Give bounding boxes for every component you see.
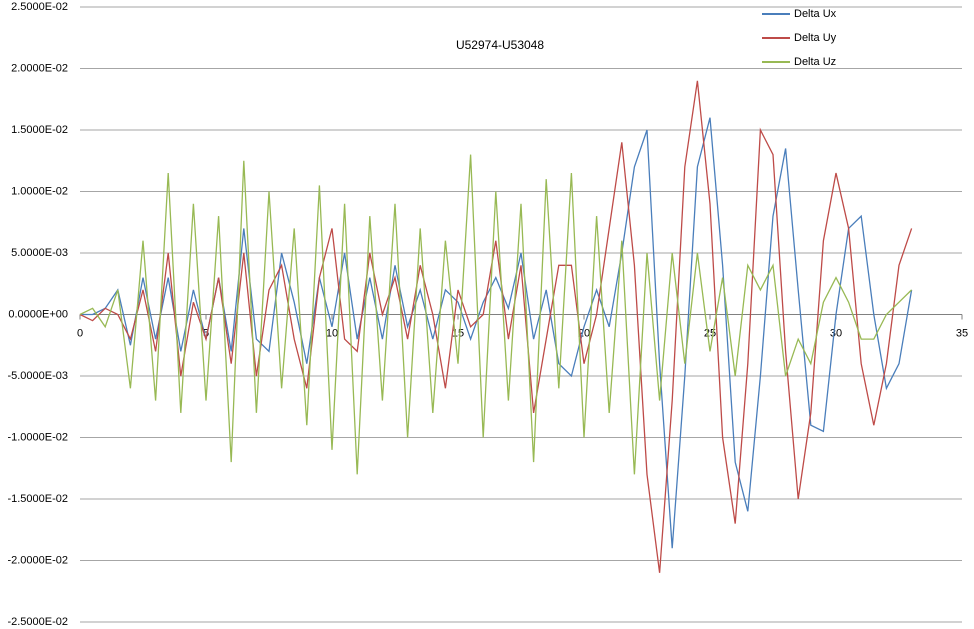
chart-title: U52974-U53048 bbox=[456, 38, 544, 52]
data-line bbox=[79, 80, 913, 573]
data-line bbox=[79, 154, 913, 475]
y-tick-label: -2.0000E-02 bbox=[7, 554, 68, 566]
y-tick-label: 1.5000E-02 bbox=[11, 124, 68, 136]
x-tick-label: 35 bbox=[956, 327, 968, 339]
y-tick-label: -1.5000E-02 bbox=[7, 493, 68, 505]
x-tick-label: 5 bbox=[203, 327, 209, 339]
legend-label: Delta Ux bbox=[794, 8, 837, 20]
y-tick-label: -2.5000E-02 bbox=[7, 616, 68, 628]
x-tick-label: 30 bbox=[830, 327, 842, 339]
y-tick-label: -5.0000E-03 bbox=[7, 370, 68, 382]
y-tick-label: 0.0000E+00 bbox=[8, 308, 68, 320]
y-tick-label: 2.0000E-02 bbox=[11, 62, 68, 74]
x-tick-label: 15 bbox=[452, 327, 464, 339]
data-line bbox=[80, 117, 913, 549]
x-tick-label: 0 bbox=[77, 327, 83, 339]
legend-label: Delta Uy bbox=[794, 32, 837, 44]
y-tick-label: -1.0000E-02 bbox=[7, 431, 68, 443]
y-tick-label: 1.0000E-02 bbox=[11, 185, 68, 197]
y-tick-label: 2.5000E-02 bbox=[11, 1, 68, 13]
x-tick-label: 10 bbox=[326, 327, 338, 339]
y-tick-label: 5.0000E-03 bbox=[11, 247, 68, 259]
legend-label: Delta Uz bbox=[794, 56, 836, 68]
